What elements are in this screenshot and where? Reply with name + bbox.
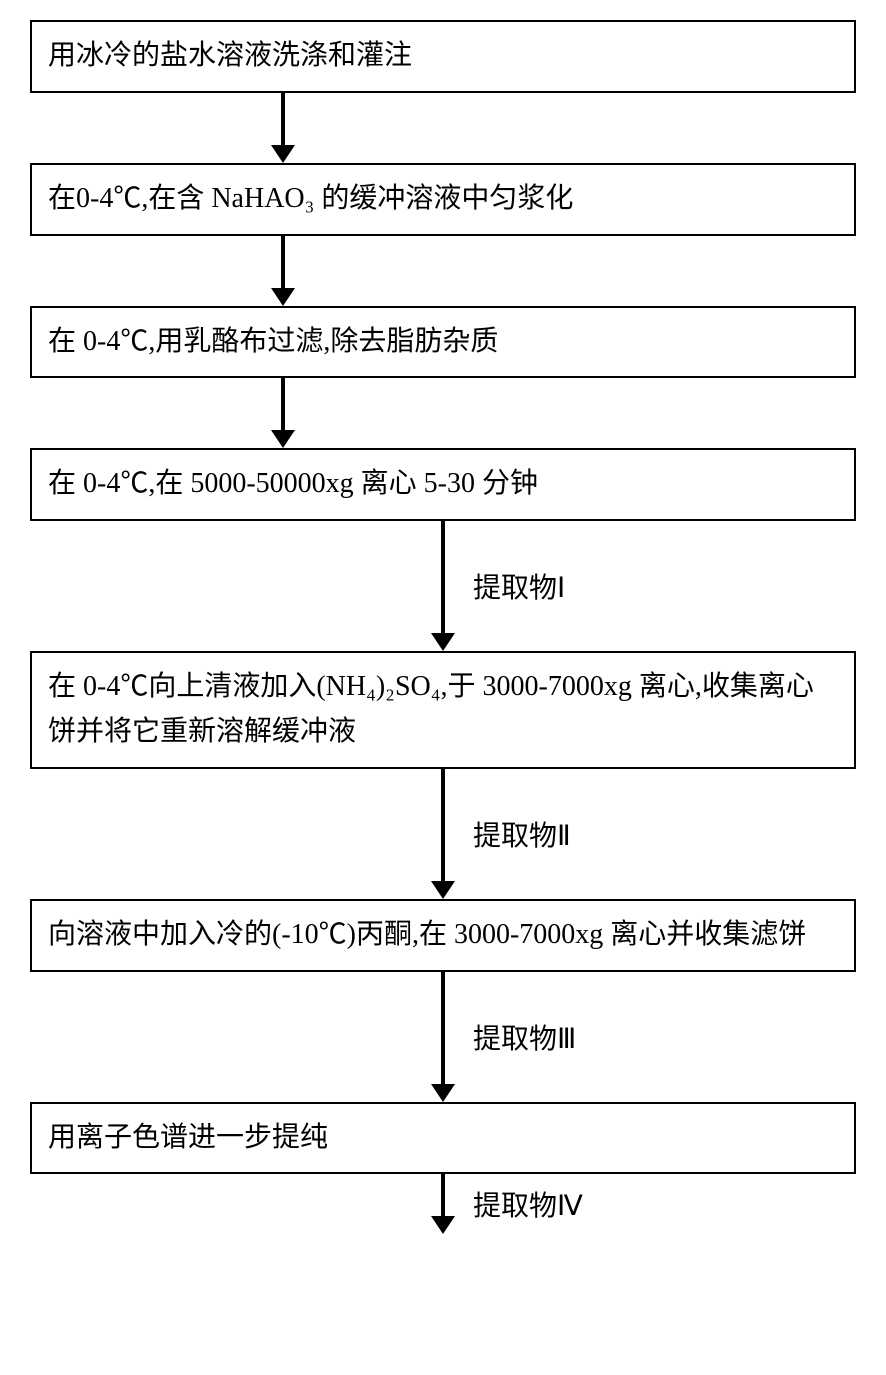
arrow-icon [271, 378, 295, 448]
step-box-1: 用冰冷的盐水溶液洗涤和灌注 [30, 20, 856, 93]
step-text-6: 向溶液中加入冷的(-10℃)丙酮,在 3000-7000xg 离心并收集滤饼 [48, 919, 806, 950]
arrow-3 [30, 378, 856, 448]
step-box-2: 在0-4℃,在含 NaHAO₃ 的缓冲溶液中匀浆化 [30, 163, 856, 236]
step-box-3: 在 0-4℃,用乳酪布过滤,除去脂肪杂质 [30, 306, 856, 379]
extract-label-2: 提取物Ⅱ [473, 814, 571, 854]
arrow-icon [271, 93, 295, 163]
arrow-2 [30, 236, 856, 306]
step-text-3: 在 0-4℃,用乳酪布过滤,除去脂肪杂质 [48, 326, 498, 357]
arrow-1 [30, 93, 856, 163]
step-box-5: 在 0-4℃向上清液加入(NH₄)₂SO₄,于 3000-7000xg 离心,收… [30, 651, 856, 769]
arrow-icon [431, 521, 455, 651]
arrow-icon [431, 972, 455, 1102]
arrow-7: 提取物Ⅳ [30, 1174, 856, 1234]
arrow-4: 提取物Ⅰ [30, 521, 856, 651]
step-text-2: 在0-4℃,在含 NaHAO₃ 的缓冲溶液中匀浆化 [48, 183, 573, 214]
step-box-4: 在 0-4℃,在 5000-50000xg 离心 5-30 分钟 [30, 448, 856, 521]
step-box-6: 向溶液中加入冷的(-10℃)丙酮,在 3000-7000xg 离心并收集滤饼 [30, 899, 856, 972]
extract-label-4: 提取物Ⅳ [473, 1184, 583, 1224]
step-text-4: 在 0-4℃,在 5000-50000xg 离心 5-30 分钟 [48, 468, 538, 499]
step-text-5: 在 0-4℃向上清液加入(NH₄)₂SO₄,于 3000-7000xg 离心,收… [48, 671, 814, 747]
step-text-7: 用离子色谱进一步提纯 [48, 1122, 328, 1153]
arrow-6: 提取物Ⅲ [30, 972, 856, 1102]
arrow-icon [431, 1174, 455, 1234]
arrow-icon [271, 236, 295, 306]
step-text-1: 用冰冷的盐水溶液洗涤和灌注 [48, 40, 412, 71]
extract-label-3: 提取物Ⅲ [473, 1017, 576, 1057]
extract-label-1: 提取物Ⅰ [473, 566, 565, 606]
arrow-icon [431, 769, 455, 899]
step-box-7: 用离子色谱进一步提纯 [30, 1102, 856, 1175]
arrow-5: 提取物Ⅱ [30, 769, 856, 899]
